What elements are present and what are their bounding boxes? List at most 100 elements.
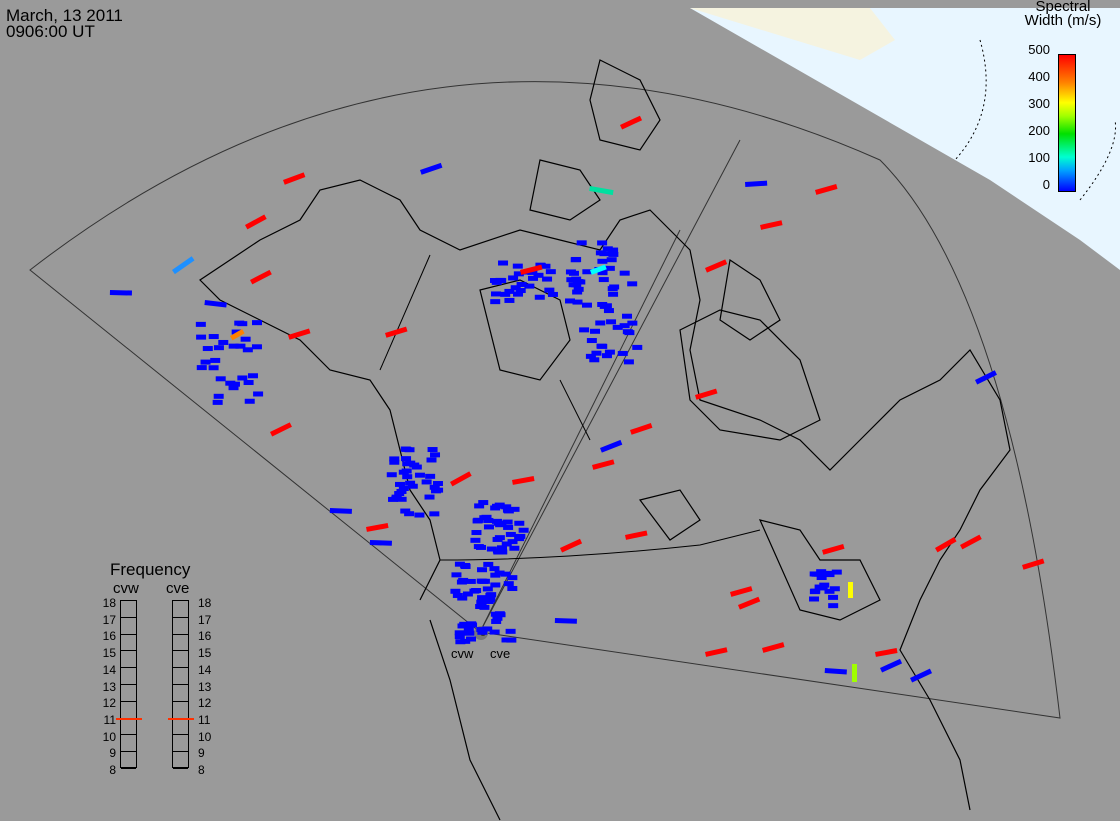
borders	[379, 254, 761, 561]
echo-cell	[589, 264, 607, 275]
frequency-level-label: 10	[102, 729, 116, 744]
echo-cell	[470, 537, 481, 543]
echo-cell	[809, 596, 820, 602]
frequency-level-label: 14	[198, 662, 212, 677]
echo-cell	[828, 594, 839, 600]
echo-cell	[617, 350, 628, 356]
frequency-level-label: 18	[198, 596, 212, 610]
echo-cell	[472, 518, 483, 524]
terminator-band	[690, 8, 895, 60]
echo-cell	[457, 595, 468, 601]
echo-cell	[229, 381, 240, 387]
latitude-dotted-line	[954, 39, 987, 161]
echo-cell	[482, 626, 493, 632]
echo-cell	[510, 285, 521, 291]
echo-cell	[427, 447, 438, 453]
echo-cell	[760, 220, 783, 230]
echo-cell	[474, 503, 485, 509]
frequency-cell	[121, 651, 136, 669]
echo-cell	[215, 376, 226, 382]
echo-cell	[404, 511, 415, 517]
echo-cell	[505, 628, 516, 634]
echo-cell	[471, 530, 482, 536]
frequency-cell	[173, 685, 188, 702]
frequency-cell	[121, 735, 136, 753]
echo-cell	[730, 586, 753, 597]
colorbar-tick: 400	[1028, 69, 1050, 84]
echo-cell	[398, 485, 409, 491]
frequency-radar-label: cve	[166, 580, 190, 597]
echo-cell	[494, 570, 505, 576]
echo-cell	[457, 623, 468, 629]
echo-cell	[247, 373, 258, 379]
echo-cell	[824, 588, 835, 594]
echo-cell	[402, 461, 413, 467]
echo-cell	[244, 398, 255, 404]
echo-cell	[243, 380, 254, 386]
echo-cell	[196, 365, 207, 371]
echo-cell	[603, 308, 614, 314]
echo-cell	[202, 346, 213, 352]
echo-cell	[213, 393, 224, 399]
echo-cell	[572, 299, 583, 305]
colorbar-tick: 500	[1028, 42, 1050, 57]
echo-cell	[507, 575, 518, 581]
echo-cell	[407, 483, 418, 489]
echo-cell	[329, 508, 352, 514]
echo-cell	[235, 343, 246, 349]
echo-cell	[401, 468, 412, 474]
echo-cell	[831, 569, 842, 575]
echo-cell	[1022, 558, 1045, 570]
echo-cell	[452, 592, 463, 598]
echo-cell	[619, 323, 630, 329]
echo-cell	[592, 459, 615, 470]
echo-cell	[455, 639, 466, 645]
echo-cell	[482, 586, 493, 592]
echo-cell	[172, 256, 195, 275]
frequency-level-label: 13	[198, 679, 212, 694]
frequency-cell	[173, 651, 188, 669]
echo-cell	[421, 479, 432, 485]
echo-cell	[597, 343, 608, 349]
echo-cell	[489, 629, 500, 635]
echo-cell	[560, 538, 583, 553]
echo-cell	[602, 246, 613, 252]
echo-cell	[483, 561, 494, 567]
colorbar-tick: 0	[1042, 177, 1050, 192]
echo-cell	[495, 522, 506, 528]
frequency-radar-label: cvw	[113, 580, 139, 597]
echo-cell	[251, 320, 262, 326]
echo-cell	[478, 578, 489, 584]
echo-cell	[486, 592, 497, 598]
frequency-cell	[121, 702, 136, 719]
echo-cell	[498, 260, 509, 266]
echo-cell	[608, 247, 619, 253]
echo-cell	[705, 647, 728, 657]
echo-cell	[389, 456, 400, 462]
echo-cell	[513, 271, 524, 277]
frequency-level-label: 15	[102, 646, 116, 661]
time-label: 0906:00 UT	[6, 22, 95, 41]
echo-cell	[609, 284, 620, 290]
echo-cell	[705, 259, 728, 273]
frequency-level-label: 12	[198, 696, 212, 711]
echo-cell	[622, 313, 633, 319]
echo-cell	[513, 291, 524, 297]
station-label-west: cvw	[451, 646, 474, 661]
echo-cell	[597, 301, 608, 307]
echo-cell	[582, 269, 593, 275]
echo-cell	[210, 357, 221, 363]
echo-cell	[449, 471, 472, 487]
date-label: March, 13 2011	[6, 6, 123, 25]
frequency-level-label: 18	[102, 596, 116, 610]
echo-cell	[429, 511, 440, 517]
echo-cell	[492, 615, 503, 621]
echo-cell	[492, 503, 503, 509]
frequency-cell	[121, 618, 136, 635]
echo-cell	[608, 251, 619, 257]
echo-cell	[475, 604, 486, 610]
echo-cell	[573, 286, 584, 292]
echo-cell	[460, 562, 471, 568]
echo-cell	[240, 336, 251, 342]
